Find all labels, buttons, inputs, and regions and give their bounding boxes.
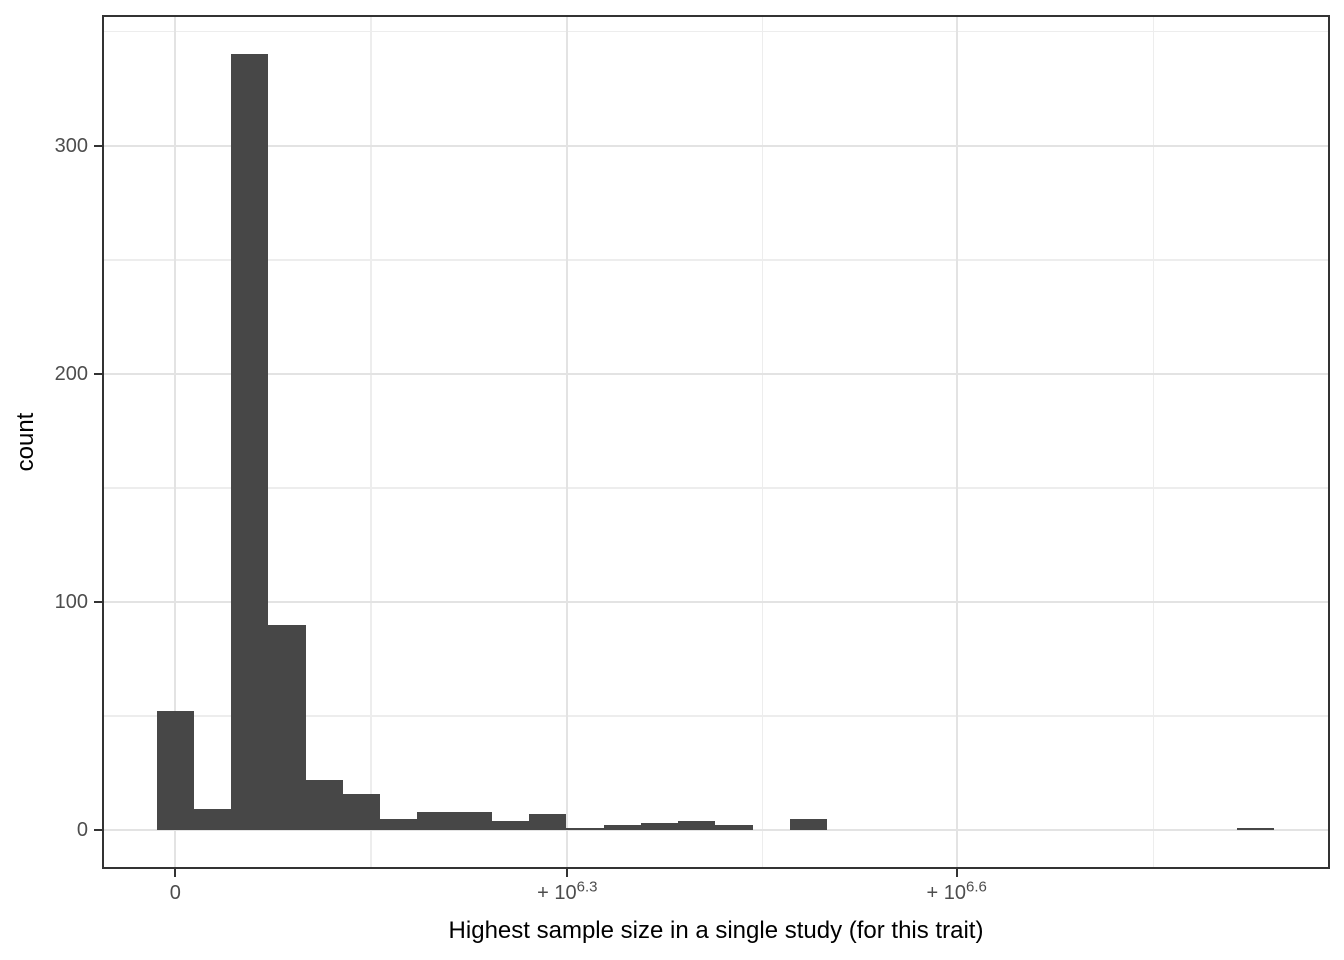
gridline-y-major [102, 372, 1330, 375]
histogram-bar [268, 624, 306, 830]
gridline-y-major [102, 829, 1330, 831]
gridline-y-minor [102, 715, 1330, 717]
histogram-bar [715, 825, 753, 830]
gridline-y-major [102, 600, 1330, 603]
gridline-x-major [174, 15, 177, 869]
gridline-y-minor [102, 259, 1330, 261]
histogram-bar [156, 711, 194, 830]
gridline-x-major [955, 15, 958, 869]
x-tick-label: + 106.6 [926, 878, 987, 904]
histogram-bar [380, 818, 418, 830]
histogram-bar [1236, 827, 1275, 830]
x-tick-label: + 106.3 [537, 878, 598, 904]
y-tick-label: 100 [54, 590, 88, 613]
histogram-bar [193, 809, 232, 830]
histogram-bar [566, 827, 604, 830]
gridline-x-minor [1152, 15, 1155, 869]
y-tick-label: 200 [54, 362, 88, 385]
plot-panel [102, 15, 1330, 869]
gridline-x-major [566, 15, 569, 869]
y-tick-mark [94, 600, 102, 603]
gridline-y-minor [102, 487, 1330, 489]
histogram-bar [491, 820, 530, 830]
x-tick-label: 0 [169, 882, 181, 904]
histogram-bar [305, 779, 343, 830]
x-axis-title: Highest sample size in a single study (f… [448, 917, 984, 944]
histogram-bar [678, 820, 716, 830]
histogram-bar [603, 825, 641, 830]
y-axis-title: count [12, 412, 39, 472]
x-tick-mark [566, 869, 569, 877]
y-tick-mark [94, 829, 102, 831]
gridline-y-major [102, 144, 1330, 147]
histogram-bar [417, 811, 455, 830]
x-tick-mark [174, 869, 177, 877]
x-tick-mark [955, 869, 958, 877]
gridline-x-minor [761, 15, 764, 869]
histogram-bar [342, 793, 381, 830]
y-tick-label: 0 [76, 819, 88, 841]
gridline-x-minor [370, 15, 372, 869]
histogram-bar [454, 811, 492, 830]
y-tick-mark [94, 144, 102, 147]
histogram-bar [529, 814, 567, 830]
histogram-bar [640, 823, 679, 830]
histogram-bar [789, 818, 828, 830]
y-tick-label: 300 [54, 134, 88, 157]
histogram-bar [231, 54, 269, 830]
gridline-y-minor [102, 30, 1330, 33]
y-tick-mark [94, 372, 102, 375]
